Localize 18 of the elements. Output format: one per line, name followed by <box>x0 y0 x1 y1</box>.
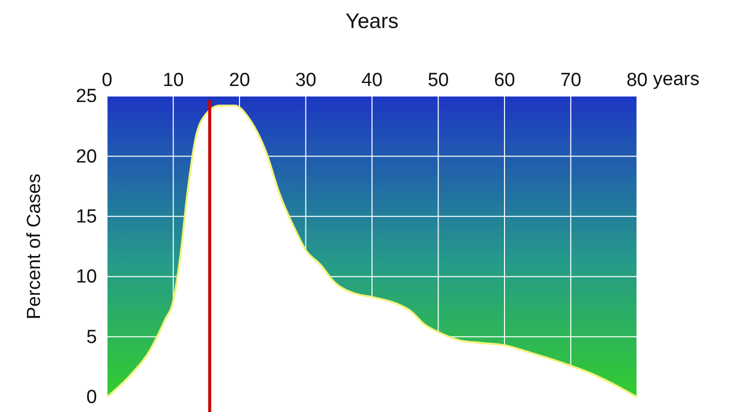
x-axis-title: Years <box>346 10 398 33</box>
x-tick-label: 30 <box>295 70 316 91</box>
y-tick-label: 5 <box>86 326 97 348</box>
x-tick-label: 60 <box>494 70 516 91</box>
x-tick-label: 40 <box>361 70 383 91</box>
x-tick-label: 10 <box>162 70 184 91</box>
x-tick-label: 0 <box>102 70 112 91</box>
y-tick-label: 25 <box>76 86 97 108</box>
y-axis-title: Percent of Cases <box>24 174 45 320</box>
x-tick-label: 20 <box>228 70 250 91</box>
x-tick-label: 50 <box>428 70 449 91</box>
x-tick-label: 80 <box>626 70 648 91</box>
text: years <box>653 69 700 90</box>
y-tick-label: 20 <box>76 146 97 168</box>
x-tick-label: 70 <box>560 70 582 91</box>
y-tick-label: 0 <box>86 387 97 408</box>
y-tick-label: 15 <box>76 206 97 228</box>
y-tick-label: 10 <box>76 266 97 288</box>
